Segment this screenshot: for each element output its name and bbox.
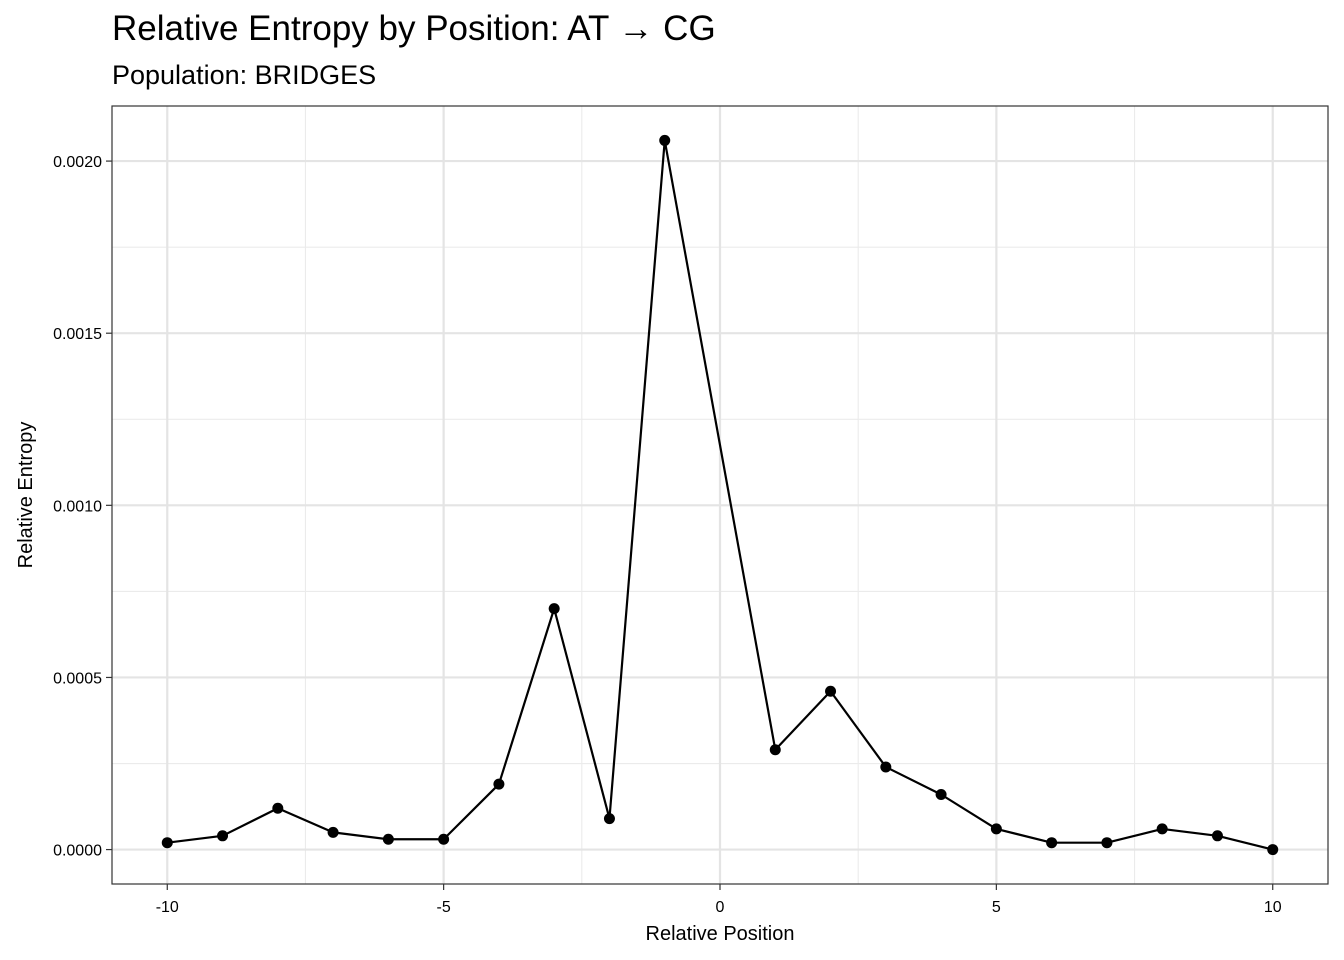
y-tick-label: 0.0000 <box>53 843 102 860</box>
x-axis-title: Relative Position <box>646 923 795 945</box>
y-axis-title: Relative Entropy <box>15 422 37 569</box>
data-point <box>935 788 947 800</box>
data-point <box>603 813 615 825</box>
data-point <box>438 833 450 845</box>
series-layer <box>161 134 1279 856</box>
chart-title: Relative Entropy by Position: AT → CG <box>112 9 716 48</box>
x-tick-label: 10 <box>1264 899 1282 916</box>
series-line <box>167 139 1273 851</box>
data-point <box>1046 837 1058 849</box>
y-tick-label: 0.0010 <box>53 498 102 515</box>
x-tick-label: 0 <box>716 899 725 916</box>
data-point <box>217 830 229 842</box>
data-point <box>769 744 781 756</box>
data-point <box>659 134 671 146</box>
data-point <box>990 823 1002 835</box>
data-point <box>493 778 505 790</box>
grid-layer <box>112 106 1328 884</box>
x-tick-label: -5 <box>437 899 451 916</box>
data-point <box>1101 837 1113 849</box>
data-point <box>272 802 284 814</box>
y-tick-label: 0.0015 <box>53 326 102 343</box>
data-point <box>1156 823 1168 835</box>
x-tick-label: -10 <box>156 899 179 916</box>
data-point <box>161 837 173 849</box>
y-tick-label: 0.0005 <box>53 670 102 687</box>
data-point <box>1211 830 1223 842</box>
axis-layer: -10 -5 0 5 10 0.0000 0.0005 0.0010 0.0015 0.0020 <box>53 154 1282 916</box>
data-point <box>1267 844 1279 856</box>
chart-subtitle: Population: BRIDGES <box>112 60 377 90</box>
y-tick-label: 0.0020 <box>53 154 102 171</box>
data-point <box>327 826 339 838</box>
data-point <box>548 603 560 615</box>
x-tick-label: 5 <box>992 899 1001 916</box>
data-point <box>382 833 394 845</box>
data-point <box>880 761 892 773</box>
data-point <box>825 685 837 697</box>
